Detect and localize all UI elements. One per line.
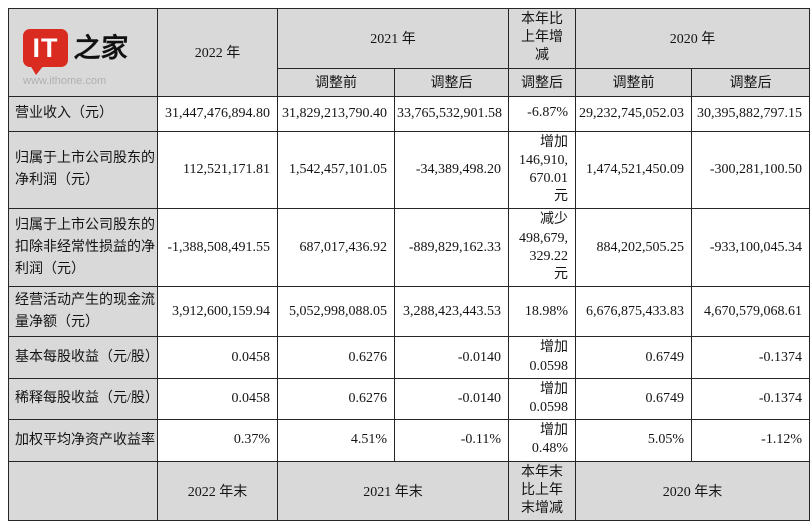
row-label: 营业收入（元） [8,95,158,132]
value-2020-pre: 6,676,875,433.83 [575,286,692,338]
row-label: 加权平均净资产收益率 [8,419,158,462]
value-2021-pre: 4.51% [277,419,395,462]
footer-yoy-end-change: 本年末 比上年 末增减 [508,460,576,521]
footer-row-period-end: 2022 年末 2021 年末 本年末 比上年 末增减 2020 年末 [8,460,810,521]
value-2021-post: -0.0140 [394,336,509,379]
value-2021-post: -34,389,498.20 [394,130,509,210]
value-change: 减少 498,679, 329.22 元 [508,208,576,288]
value-2020-pre: 5.05% [575,419,692,462]
table-row-operating-cash-flow: 经营活动产生的现金流量净额（元） 3,912,600,159.94 5,052,… [8,286,810,338]
value-2021-post: 3,288,423,443.53 [394,286,509,338]
footer-empty-cell [8,460,158,521]
value-2020-pre: 0.6749 [575,377,692,421]
table-row-weighted-roe: 加权平均净资产收益率 0.37% 4.51% -0.11% 增加 0.48% 5… [8,419,810,462]
row-label: 经营活动产生的现金流量净额（元） [8,286,158,338]
value-2022: 0.0458 [157,336,278,379]
table-row-basic-eps: 基本每股收益（元/股） 0.0458 0.6276 -0.0140 增加 0.0… [8,336,810,379]
col-header-2022: 2022 年 [157,8,278,97]
value-2022: 31,447,476,894.80 [157,95,278,132]
financial-results-table: IT 之家 www.ithome.com 2022 年 2021 年 本年比 上… [8,8,810,521]
value-2022: 0.0458 [157,377,278,421]
table-row-revenue: 营业收入（元） 31,447,476,894.80 31,829,213,790… [8,95,810,132]
value-2020-pre: 0.6749 [575,336,692,379]
table-row-diluted-eps: 稀释每股收益（元/股） 0.0458 0.6276 -0.0140 增加 0.0… [8,377,810,421]
header-row-adjustment: 调整前 调整后 调整后 调整前 调整后 [9,67,810,97]
col-header-yoy-change: 本年比 上年增 减 [508,8,576,69]
col-header-2021: 2021 年 [277,8,509,69]
value-2020-post: -300,281,100.50 [691,130,810,210]
ithome-logo-brand: 之家 [72,33,130,64]
value-2021-post: -889,829,162.33 [394,208,509,288]
value-2020-pre: 1,474,521,450.09 [575,130,692,210]
value-change: 增加 0.48% [508,419,576,462]
ithome-logo-badge: IT [23,29,68,76]
header-row-years: IT 之家 www.ithome.com 2022 年 2021 年 本年比 上… [8,8,810,97]
value-2021-pre: 687,017,436.92 [277,208,395,288]
value-2022: 3,912,600,159.94 [157,286,278,338]
value-2022: -1,388,508,491.55 [157,208,278,288]
value-2021-pre: 0.6276 [277,377,395,421]
logo-cell: IT 之家 www.ithome.com [8,8,158,97]
value-2021-pre: 31,829,213,790.40 [277,95,395,132]
footer-2020-end: 2020 年末 [575,460,810,521]
row-label: 基本每股收益（元/股） [8,336,158,379]
value-2021-post: 33,765,532,901.58 [394,95,509,132]
subheader-2021-post: 调整后 [394,67,509,97]
value-2020-post: -0.1374 [691,336,810,379]
value-change: 增加 0.0598 [508,336,576,379]
ithome-logo-url: www.ithome.com [23,75,107,88]
value-change: 18.98% [508,286,576,338]
value-change: -6.87% [508,95,576,132]
value-2020-post: 30,395,882,797.15 [691,95,810,132]
value-2021-post: -0.11% [394,419,509,462]
value-change: 增加 0.0598 [508,377,576,421]
footer-2021-end: 2021 年末 [277,460,509,521]
subheader-2021-pre: 调整前 [277,67,395,97]
table-row-net-profit: 归属于上市公司股东的净利润（元） 112,521,171.81 1,542,45… [8,130,810,210]
row-label: 归属于上市公司股东的扣除非经常性损益的净利润（元） [8,208,158,288]
col-header-2020: 2020 年 [575,8,810,69]
subheader-change-post: 调整后 [508,67,576,97]
value-2020-pre: 29,232,745,052.03 [575,95,692,132]
value-2020-post: -1.12% [691,419,810,462]
value-2020-post: -0.1374 [691,377,810,421]
value-2020-post: 4,670,579,068.61 [691,286,810,338]
value-2021-pre: 5,052,998,088.05 [277,286,395,338]
subheader-2020-post: 调整后 [691,67,810,97]
footer-2022-end: 2022 年末 [157,460,278,521]
value-2020-post: -933,100,045.34 [691,208,810,288]
value-2021-pre: 1,542,457,101.05 [277,130,395,210]
table-row-net-profit-deducted: 归属于上市公司股东的扣除非经常性损益的净利润（元） -1,388,508,491… [8,208,810,288]
row-label: 归属于上市公司股东的净利润（元） [8,130,158,210]
value-change: 增加 146,910, 670.01 元 [508,130,576,210]
value-2020-pre: 884,202,505.25 [575,208,692,288]
value-2021-pre: 0.6276 [277,336,395,379]
value-2022: 0.37% [157,419,278,462]
value-2021-post: -0.0140 [394,377,509,421]
row-label: 稀释每股收益（元/股） [8,377,158,421]
ithome-logo: IT 之家 [23,29,157,76]
value-2022: 112,521,171.81 [157,130,278,210]
subheader-2020-pre: 调整前 [575,67,692,97]
